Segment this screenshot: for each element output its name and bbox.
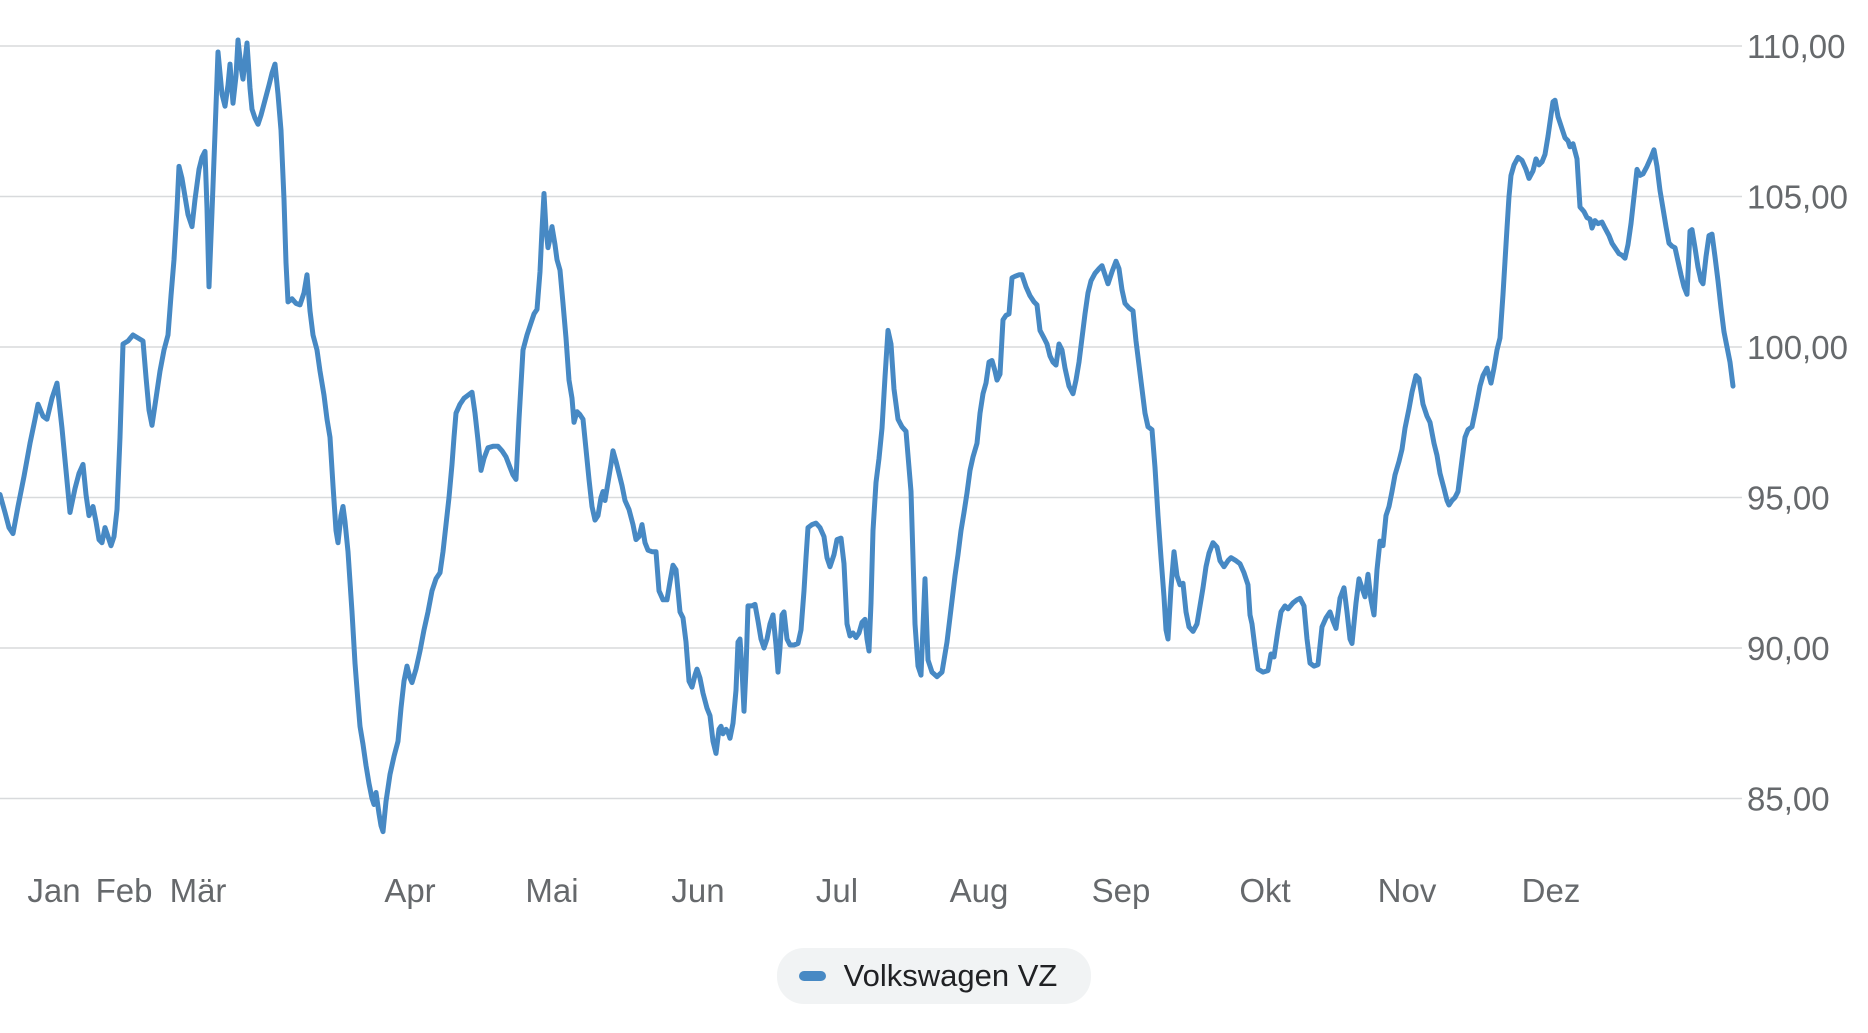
x-tick-label: Mär [170, 872, 227, 909]
x-tick-label: Okt [1239, 872, 1290, 909]
y-tick-label: 100,00 [1747, 329, 1848, 366]
x-tick-label: Jun [671, 872, 724, 909]
x-tick-label: Jan [27, 872, 80, 909]
y-tick-label: 90,00 [1747, 630, 1830, 667]
y-tick-label: 85,00 [1747, 781, 1830, 818]
x-tick-label: Sep [1092, 872, 1151, 909]
x-tick-label: Aug [950, 872, 1009, 909]
y-tick-label: 105,00 [1747, 179, 1848, 216]
y-tick-label: 95,00 [1747, 480, 1830, 517]
x-tick-label: Apr [384, 872, 435, 909]
legend-label: Volkswagen VZ [843, 958, 1058, 993]
legend-line-marker-icon [798, 971, 826, 982]
x-tick-label: Dez [1522, 872, 1581, 909]
y-tick-label: 110,00 [1747, 28, 1845, 65]
x-tick-label: Mai [525, 872, 578, 909]
price-chart-svg: 110,00 105,00 100,00 95,00 90,00 85,00 Jan Feb M… [0, 28, 1848, 909]
x-tick-label: Nov [1378, 872, 1437, 909]
x-tick-label: Feb [96, 872, 153, 909]
legend: Volkswagen VZ [0, 948, 1868, 1005]
legend-item-volkswagen-vz[interactable]: Volkswagen VZ [776, 948, 1092, 1005]
price-line [0, 37, 1736, 835]
x-tick-label: Jul [816, 872, 858, 909]
